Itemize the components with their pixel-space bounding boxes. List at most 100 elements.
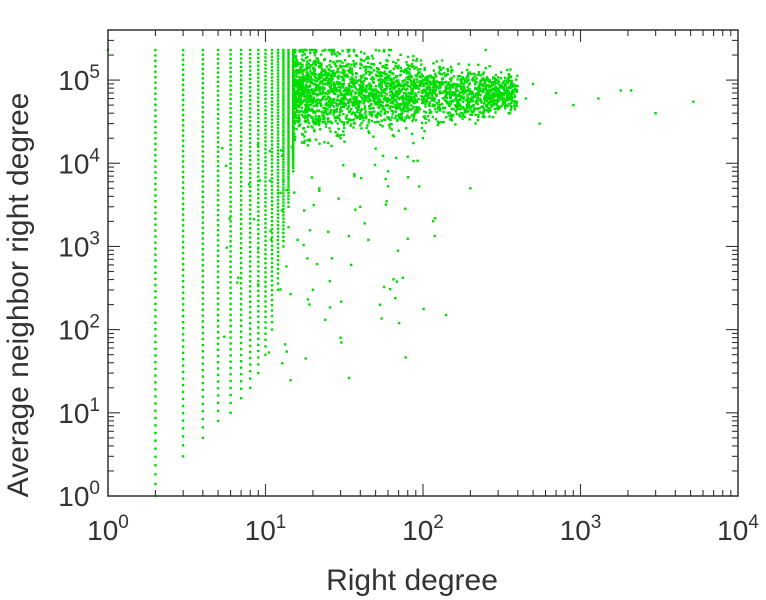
data-point <box>201 190 204 193</box>
data-point <box>437 87 441 90</box>
data-point <box>270 173 274 176</box>
data-point <box>314 80 317 83</box>
data-point <box>340 300 343 303</box>
data-point <box>370 113 374 116</box>
data-point <box>249 290 252 293</box>
data-point <box>393 116 397 120</box>
data-point <box>452 91 456 94</box>
data-point <box>469 90 472 93</box>
data-point <box>455 105 458 108</box>
data-point <box>270 236 274 239</box>
data-point <box>477 71 481 74</box>
data-point <box>487 95 490 99</box>
data-point <box>344 102 347 106</box>
data-point <box>316 93 319 96</box>
data-point <box>442 81 446 85</box>
data-point <box>369 86 372 89</box>
data-point <box>402 92 406 95</box>
data-point <box>201 356 204 359</box>
data-point <box>264 315 267 319</box>
data-point <box>351 97 355 100</box>
data-point <box>276 130 280 133</box>
data-point <box>477 113 480 117</box>
data-point <box>154 271 157 274</box>
data-point <box>307 62 310 65</box>
data-point <box>276 178 280 181</box>
data-point <box>239 360 243 363</box>
data-point <box>385 98 388 101</box>
data-point <box>374 48 378 52</box>
data-point <box>154 464 157 467</box>
data-point <box>320 71 323 75</box>
data-point <box>386 103 389 106</box>
data-point <box>415 107 419 110</box>
data-point <box>329 120 332 123</box>
data-point <box>460 79 463 82</box>
data-point <box>239 251 243 255</box>
data-point <box>359 205 362 208</box>
data-point <box>239 78 243 81</box>
data-point <box>491 115 495 119</box>
data-point <box>372 77 376 81</box>
data-point <box>287 106 290 109</box>
data-point <box>287 54 290 57</box>
data-point <box>418 75 421 78</box>
data-point <box>292 145 295 148</box>
data-point <box>320 75 323 79</box>
data-point <box>276 235 280 238</box>
data-point <box>332 48 335 52</box>
data-point <box>469 97 472 101</box>
data-point <box>239 203 243 207</box>
data-point <box>181 263 185 266</box>
data-point <box>181 191 185 195</box>
data-point <box>282 77 285 81</box>
data-point <box>392 60 395 63</box>
data-point <box>282 189 285 192</box>
data-point <box>276 139 280 142</box>
data-point <box>270 303 274 307</box>
data-point <box>181 397 185 401</box>
data-point <box>501 81 504 85</box>
data-point <box>346 121 349 125</box>
data-point <box>216 189 220 192</box>
data-point <box>463 80 467 83</box>
data-point <box>482 113 485 116</box>
data-point <box>264 239 267 242</box>
data-point <box>506 94 510 97</box>
data-point <box>312 98 316 101</box>
data-point <box>339 60 342 63</box>
data-point <box>181 170 185 174</box>
data-point <box>377 49 381 52</box>
data-point <box>496 106 500 110</box>
data-point <box>264 310 267 313</box>
data-point <box>249 322 252 325</box>
data-point <box>276 209 280 212</box>
data-point <box>423 88 427 91</box>
data-point <box>294 56 298 60</box>
data-point <box>154 321 157 324</box>
data-point <box>181 78 185 81</box>
data-point <box>249 300 252 303</box>
data-point <box>424 121 428 124</box>
data-point <box>414 109 417 112</box>
data-point <box>201 58 204 61</box>
data-point <box>370 66 373 70</box>
data-point <box>264 266 267 269</box>
data-point <box>425 92 428 95</box>
data-point <box>317 98 320 101</box>
data-point <box>389 48 393 52</box>
data-point <box>508 112 512 115</box>
data-point <box>345 89 348 92</box>
data-point <box>356 88 359 91</box>
data-point <box>201 48 204 52</box>
data-point <box>326 76 329 79</box>
data-point <box>305 101 309 104</box>
data-point <box>270 248 274 252</box>
data-point <box>181 218 185 222</box>
data-point <box>335 109 338 113</box>
data-point <box>446 111 449 114</box>
data-point <box>361 96 364 100</box>
data-point <box>422 79 426 82</box>
data-point <box>276 206 280 209</box>
data-point <box>302 127 306 130</box>
